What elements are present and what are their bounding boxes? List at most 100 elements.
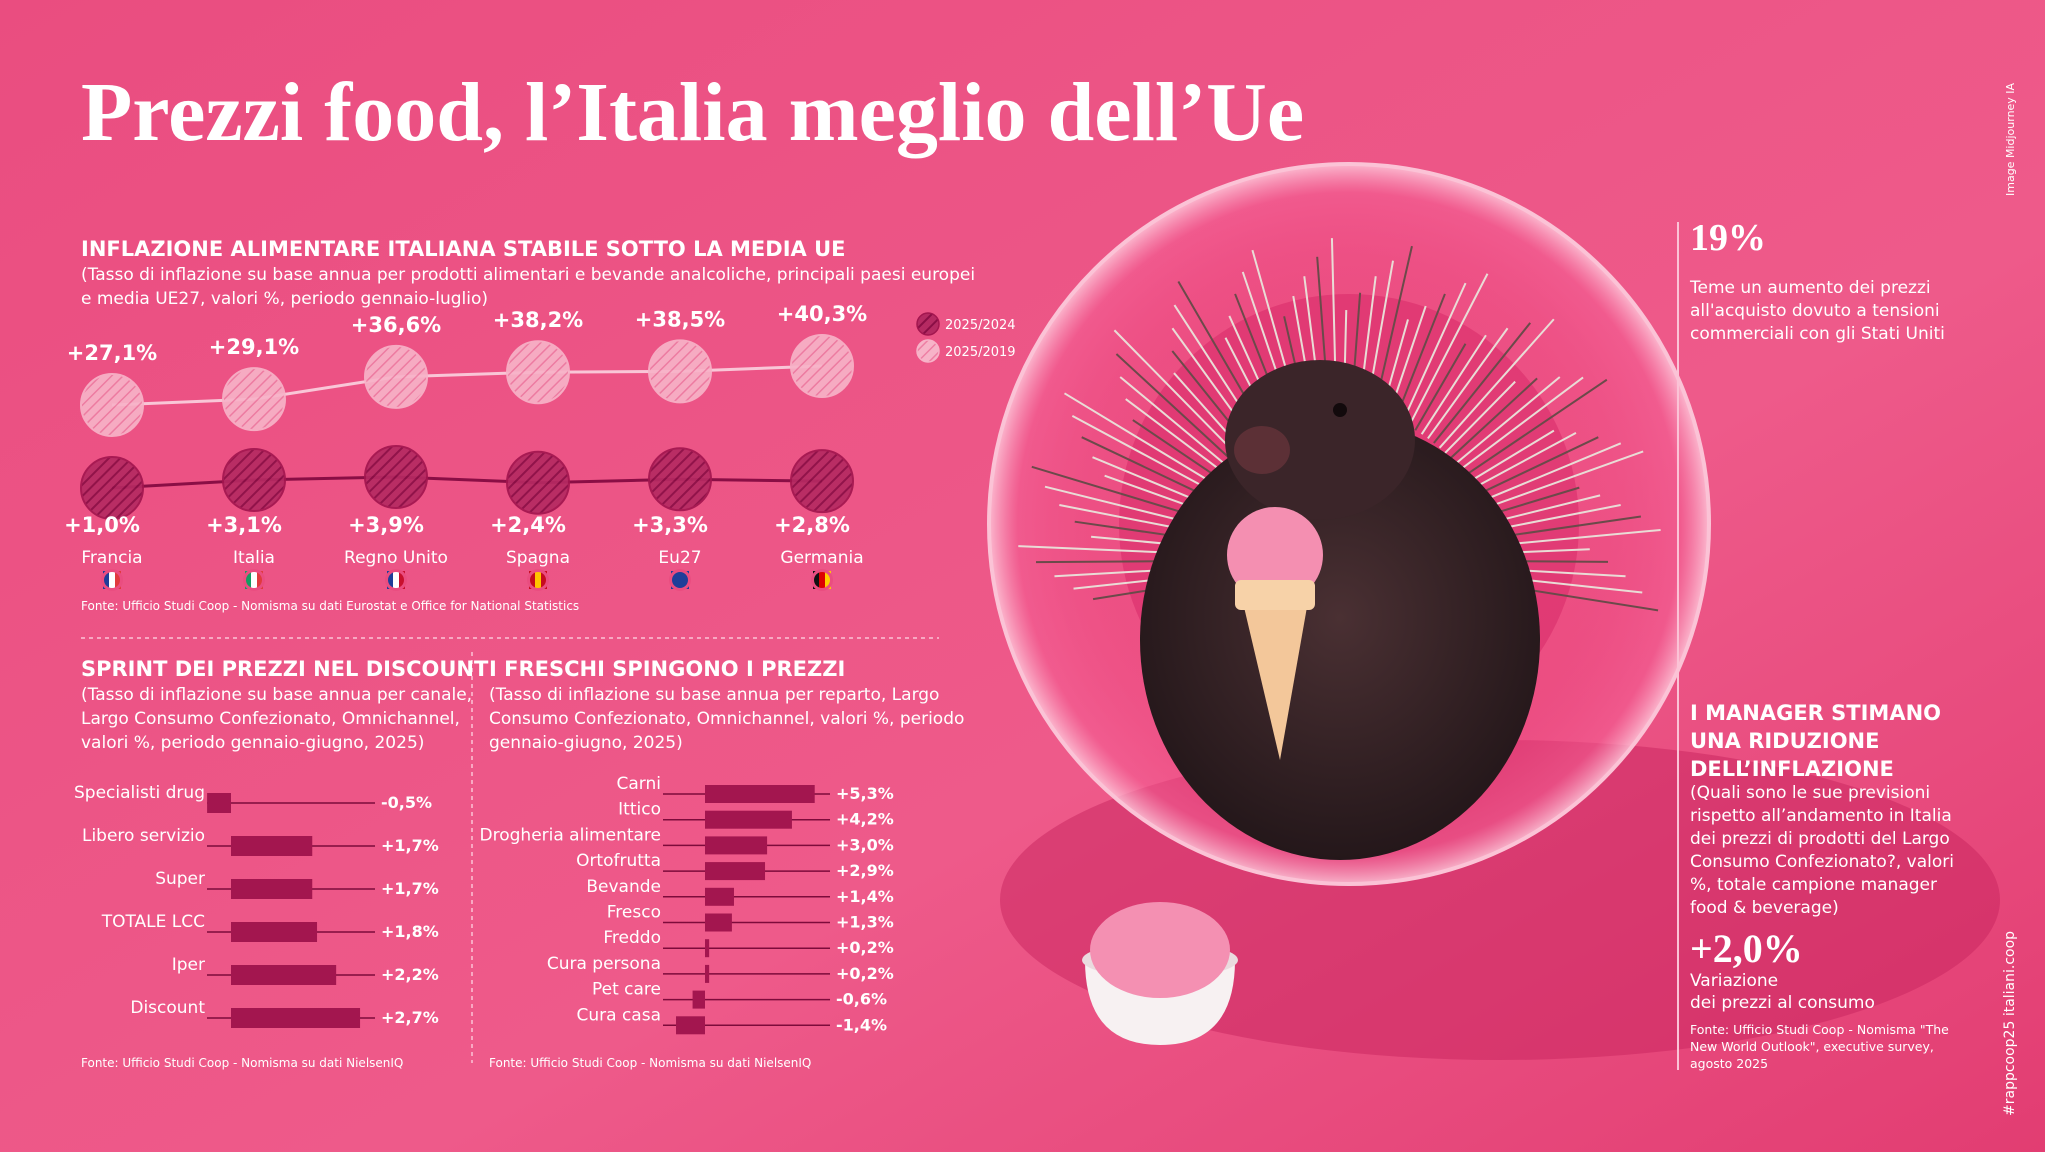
bar <box>705 862 766 881</box>
flag <box>819 571 825 589</box>
bar <box>705 913 732 932</box>
chart-subtitle: (Tasso di inflazione su base annua per p… <box>81 265 975 285</box>
y-tick-label: Specialisti drug <box>74 783 205 803</box>
porcupine-nose <box>1234 426 1290 474</box>
flag <box>813 571 819 589</box>
quill <box>1420 334 1487 435</box>
charts: INFLAZIONE ALIMENTARE ITALIANA STABILE S… <box>64 237 1015 1070</box>
image-credit: Image Midjourney IA <box>2004 82 2017 196</box>
data-label: +1,0% <box>64 513 140 537</box>
data-point <box>790 449 854 514</box>
quill <box>1044 485 1195 525</box>
chart-source: Fonte: Ufficio Studi Coop - Nomisma su d… <box>489 1056 811 1070</box>
chart-subtitle: gennaio-giugno, 2025) <box>489 733 683 753</box>
chart-subtitle: (Tasso di inflazione su base annua per c… <box>81 685 472 705</box>
manager-subtitle: %, totale campione manager <box>1690 875 1937 895</box>
stat-value: 19% <box>1690 217 1766 259</box>
flag <box>535 571 541 589</box>
main-title: Prezzi food, l’Italia meglio dell’Ue <box>81 66 1304 159</box>
quill <box>1063 392 1213 484</box>
data-label: +2,7% <box>381 1008 439 1027</box>
chart-source: Fonte: Ufficio Studi Coop - Nomisma su d… <box>81 1056 403 1070</box>
data-label: +3,0% <box>836 835 894 854</box>
flag <box>245 571 251 589</box>
quill <box>1459 376 1584 471</box>
porcupine-eye <box>1333 403 1347 417</box>
bar <box>676 1016 705 1035</box>
data-label: +3,1% <box>206 513 282 537</box>
manager-subtitle: Consumo Confezionato?, valori <box>1690 852 1954 872</box>
data-point <box>648 339 712 404</box>
stat-text: all'acquisto dovuto a tensioni <box>1690 301 1940 321</box>
quill <box>1081 436 1205 497</box>
data-label: +4,2% <box>836 810 894 829</box>
y-tick-label: Fresco <box>607 903 661 923</box>
manager-caption: dei prezzi al consumo <box>1690 993 1875 1013</box>
bar <box>705 939 710 958</box>
manager-subtitle: food & beverage) <box>1690 898 1839 918</box>
x-tick-label: Francia <box>81 548 142 568</box>
legend-label: 2025/2019 <box>945 345 1016 360</box>
bar <box>705 810 792 829</box>
data-point <box>80 456 144 520</box>
quill <box>1478 442 1622 504</box>
manager-source: New World Outlook", executive survey, <box>1690 1039 1934 1054</box>
data-label: +1,7% <box>381 836 439 855</box>
flag <box>115 571 121 589</box>
bar <box>705 785 815 803</box>
manager-value: +2,0% <box>1690 926 1803 971</box>
x-tick-label: Regno Unito <box>344 548 448 568</box>
y-tick-label: Ittico <box>618 800 661 820</box>
data-label: +2,9% <box>836 861 894 880</box>
chart-source: Fonte: Ufficio Studi Coop - Nomisma su d… <box>81 599 579 613</box>
cone-top <box>1235 580 1315 610</box>
quill <box>1449 377 1538 460</box>
y-tick-label: Discount <box>130 998 205 1018</box>
y-tick-label: Freddo <box>603 928 661 948</box>
data-point <box>80 373 144 437</box>
manager-subtitle: rispetto all’andamento in Italia <box>1690 806 1952 826</box>
flag <box>677 571 683 589</box>
data-label: +38,2% <box>493 308 583 332</box>
bar <box>231 1008 361 1028</box>
data-label: -0,5% <box>381 793 432 812</box>
y-tick-label: Libero servizio <box>82 826 205 846</box>
flag <box>387 571 393 589</box>
quill <box>1475 436 1599 497</box>
data-point <box>222 448 286 513</box>
bar <box>207 793 231 813</box>
porcupine-head <box>1225 360 1415 520</box>
stat-text: Teme un aumento dei prezzi <box>1689 278 1931 298</box>
flag <box>541 571 547 589</box>
chart-title: I FRESCHI SPINGONO I PREZZI <box>489 657 845 681</box>
data-point <box>648 447 712 512</box>
quill <box>1071 414 1209 490</box>
ice-cream <box>1227 507 1323 603</box>
manager-subtitle: (Quali sono le sue previsioni <box>1690 783 1930 803</box>
flag <box>399 571 405 589</box>
y-tick-label: Drogheria alimentare <box>480 825 661 845</box>
bar <box>705 887 734 906</box>
flag-ring <box>669 569 691 591</box>
data-label: +29,1% <box>209 335 299 359</box>
flag <box>257 571 263 589</box>
x-tick-label: Italia <box>233 548 275 568</box>
flag <box>529 571 535 589</box>
y-tick-label: Carni <box>617 774 661 794</box>
flag-ring <box>243 569 265 591</box>
flag <box>393 571 399 589</box>
data-label: +38,5% <box>635 307 725 331</box>
quill <box>1031 465 1197 518</box>
data-label: +2,4% <box>490 513 566 537</box>
data-label: +5,3% <box>836 784 894 803</box>
flag <box>109 571 115 589</box>
quill <box>1433 322 1532 444</box>
manager-caption: Variazione <box>1690 971 1778 991</box>
bar <box>231 879 313 899</box>
data-point <box>506 450 570 515</box>
data-label: +2,2% <box>381 965 439 984</box>
legend-swatch <box>916 312 940 336</box>
quill <box>1113 329 1236 454</box>
quill <box>1414 343 1467 431</box>
